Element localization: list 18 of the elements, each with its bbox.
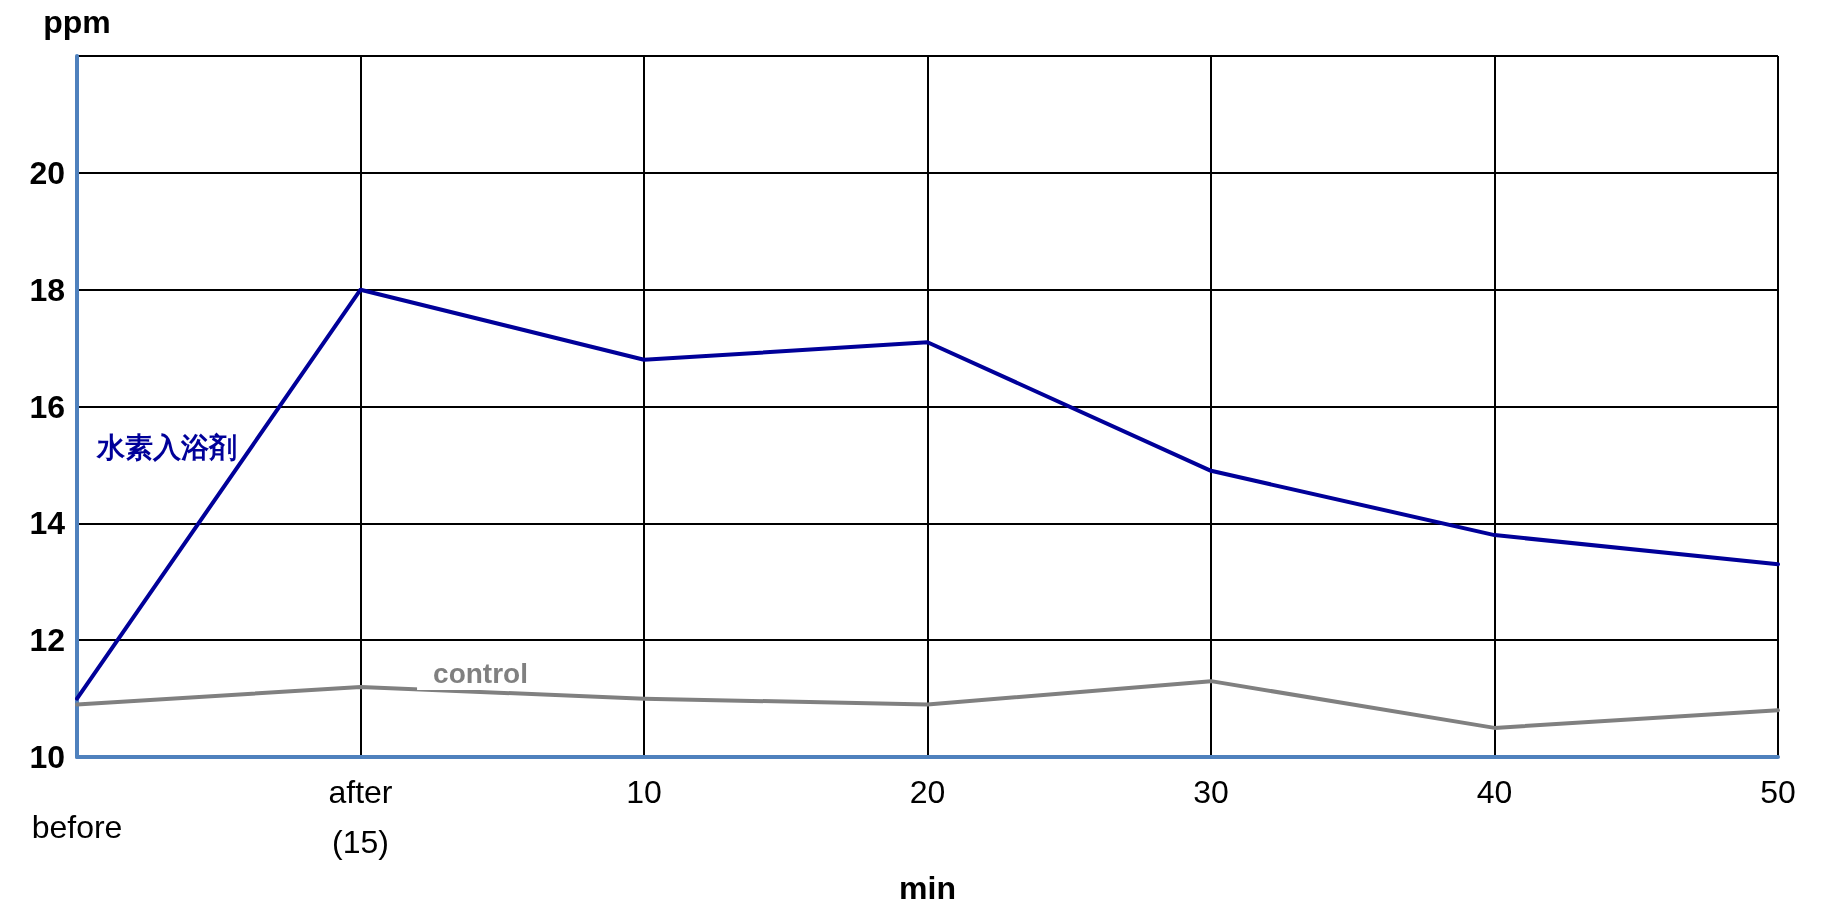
series-label: 水素入浴剤: [96, 432, 237, 464]
x-tick-label: 50: [1760, 774, 1796, 811]
x-tick-label: 30: [1193, 774, 1229, 811]
y-axis-title: ppm: [43, 4, 111, 40]
y-tick-label: 16: [29, 388, 65, 425]
x-tick-label: 20: [909, 774, 946, 811]
y-tick-label: 18: [29, 271, 65, 308]
y-tick-label: 14: [29, 505, 66, 542]
x-tick-label: before: [31, 809, 123, 846]
x-tick-label: after (15): [328, 774, 393, 861]
x-axis-title: min: [899, 870, 956, 906]
y-tick-label: 12: [29, 622, 65, 659]
x-tick-label: 10: [626, 774, 662, 811]
y-tick-label: 20: [29, 154, 65, 191]
y-tick-label: 10: [29, 739, 65, 776]
x-tick-label: 40: [1476, 774, 1513, 811]
series-label: control: [433, 658, 528, 690]
line-series: [75, 287, 1780, 701]
